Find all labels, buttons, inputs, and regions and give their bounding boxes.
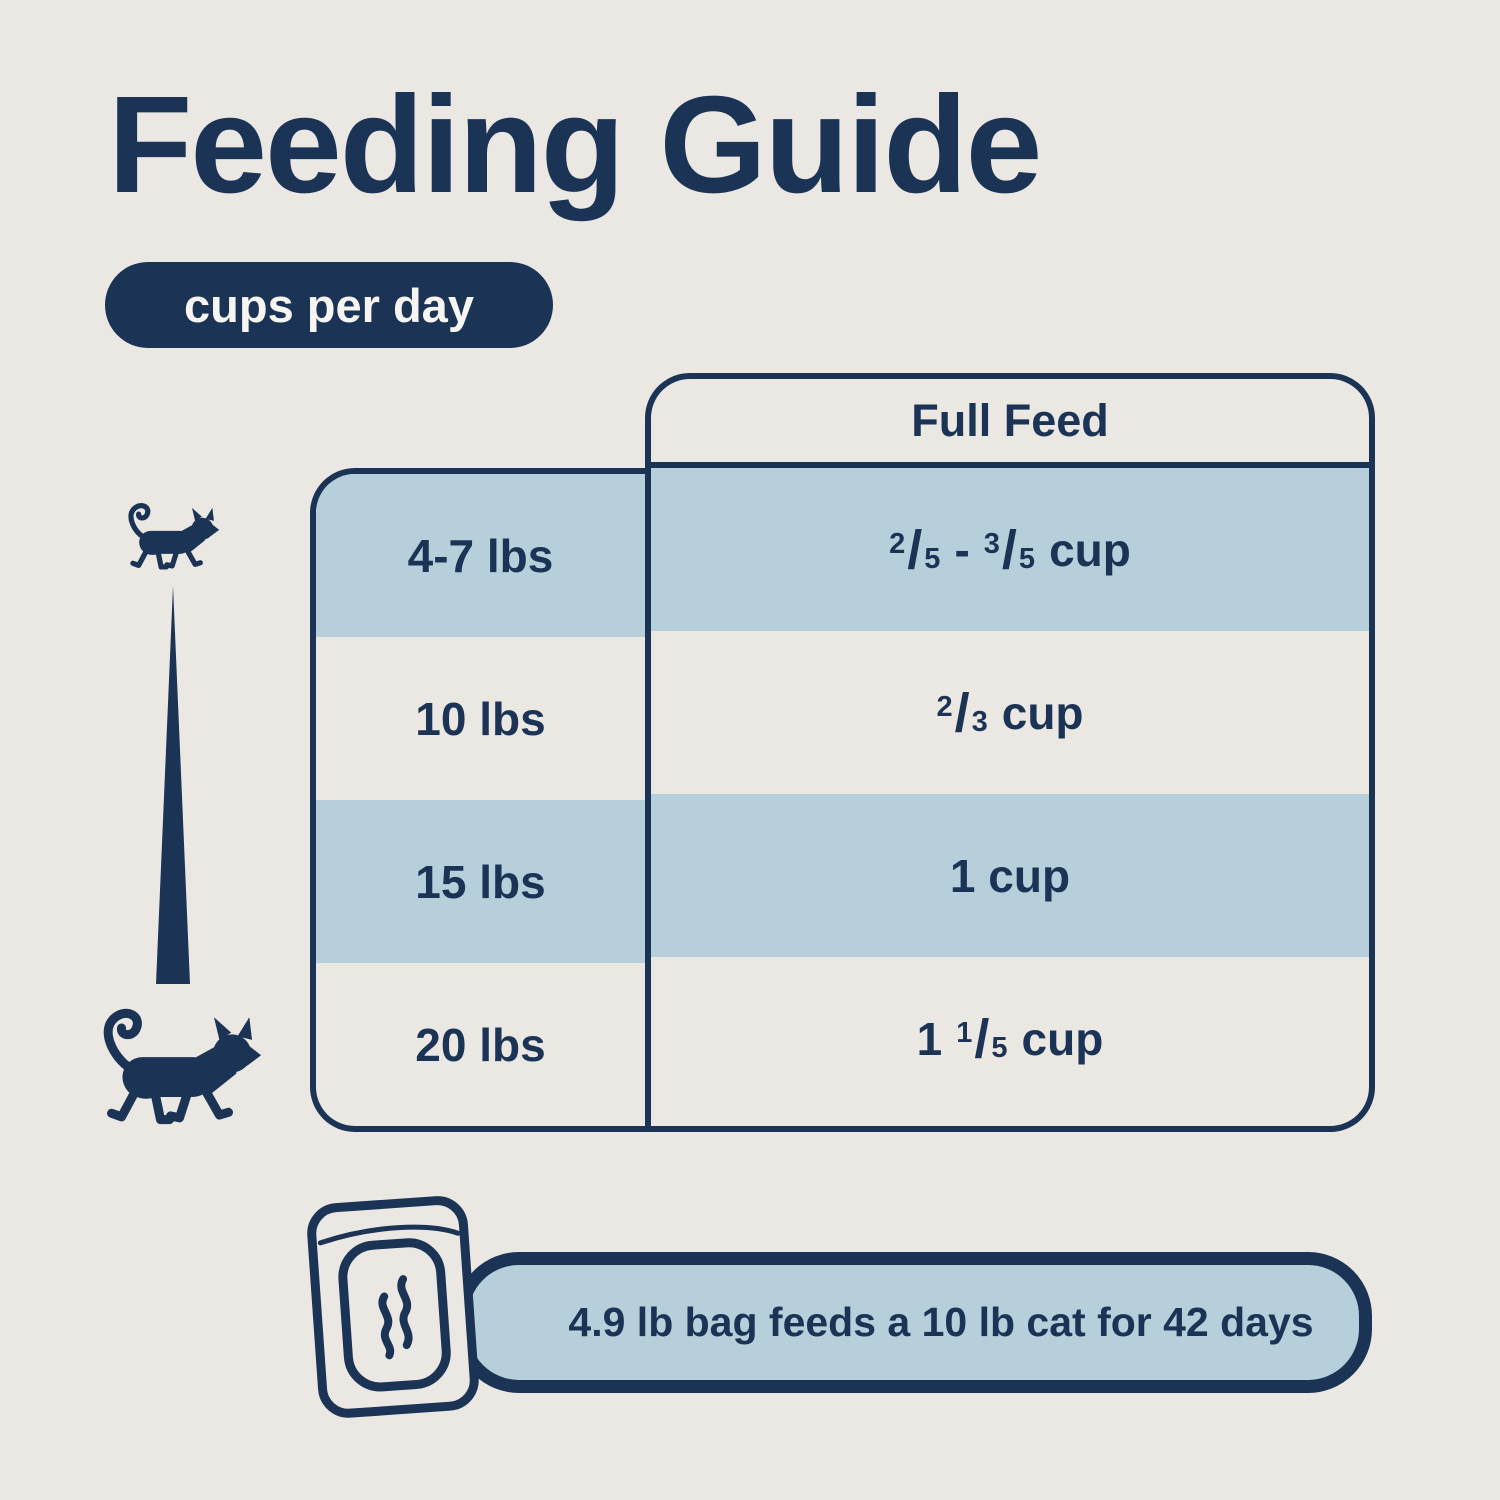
food-bag-icon xyxy=(285,1180,500,1435)
feed-cell: 2/3 cup xyxy=(651,631,1369,794)
full-feed-panel: Full Feed 2/5-3/5 cup 2/3 cup 1 cup 1 1/5 cup xyxy=(645,373,1375,1132)
fraction-value: 1/5 xyxy=(956,1008,1008,1069)
weights-panel: 4-7 lbs 10 lbs 15 lbs 20 lbs xyxy=(310,468,645,1132)
feed-text: - xyxy=(954,523,970,576)
bag-feeds-text: 4.9 lb bag feeds a 10 lb cat for 42 days xyxy=(568,1299,1314,1345)
small-cat-icon xyxy=(112,492,227,576)
feed-text: cup xyxy=(1001,686,1084,739)
feed-cell: 1 1/5 cup xyxy=(651,957,1369,1120)
size-scale-taper xyxy=(156,586,190,984)
cups-per-day-label: cups per day xyxy=(184,278,474,332)
steam-icon xyxy=(378,1275,413,1360)
weights-column: 4-7 lbs 10 lbs 15 lbs 20 lbs xyxy=(316,474,645,1126)
table-header-full-feed: Full Feed xyxy=(651,379,1369,468)
fraction-value: 3/5 xyxy=(983,519,1036,580)
weight-cell: 4-7 lbs xyxy=(316,474,645,637)
feed-text: 1 cup xyxy=(949,849,1071,902)
feed-cell: 1 cup xyxy=(651,794,1369,957)
fraction-value: 2/3 xyxy=(936,682,988,743)
weight-cell: 10 lbs xyxy=(415,692,546,745)
feed-cell: 2/5-3/5 cup xyxy=(651,468,1369,631)
feed-text: cup xyxy=(1021,1012,1104,1065)
cups-per-day-badge: cups per day xyxy=(105,262,553,348)
page-title: Feeding Guide xyxy=(108,68,1042,222)
feed-text: cup xyxy=(1049,523,1131,576)
large-cat-icon xyxy=(75,990,275,1135)
feed-text: 1 xyxy=(916,1012,943,1065)
fraction-value: 2/5 xyxy=(889,519,941,580)
feed-values-column: 2/5-3/5 cup 2/3 cup 1 cup 1 1/5 cup xyxy=(651,468,1369,1120)
weight-cell: 20 lbs xyxy=(415,1018,546,1071)
weight-cell: 15 lbs xyxy=(316,800,645,963)
bag-feeds-banner: 4.9 lb bag feeds a 10 lb cat for 42 days xyxy=(455,1252,1372,1393)
